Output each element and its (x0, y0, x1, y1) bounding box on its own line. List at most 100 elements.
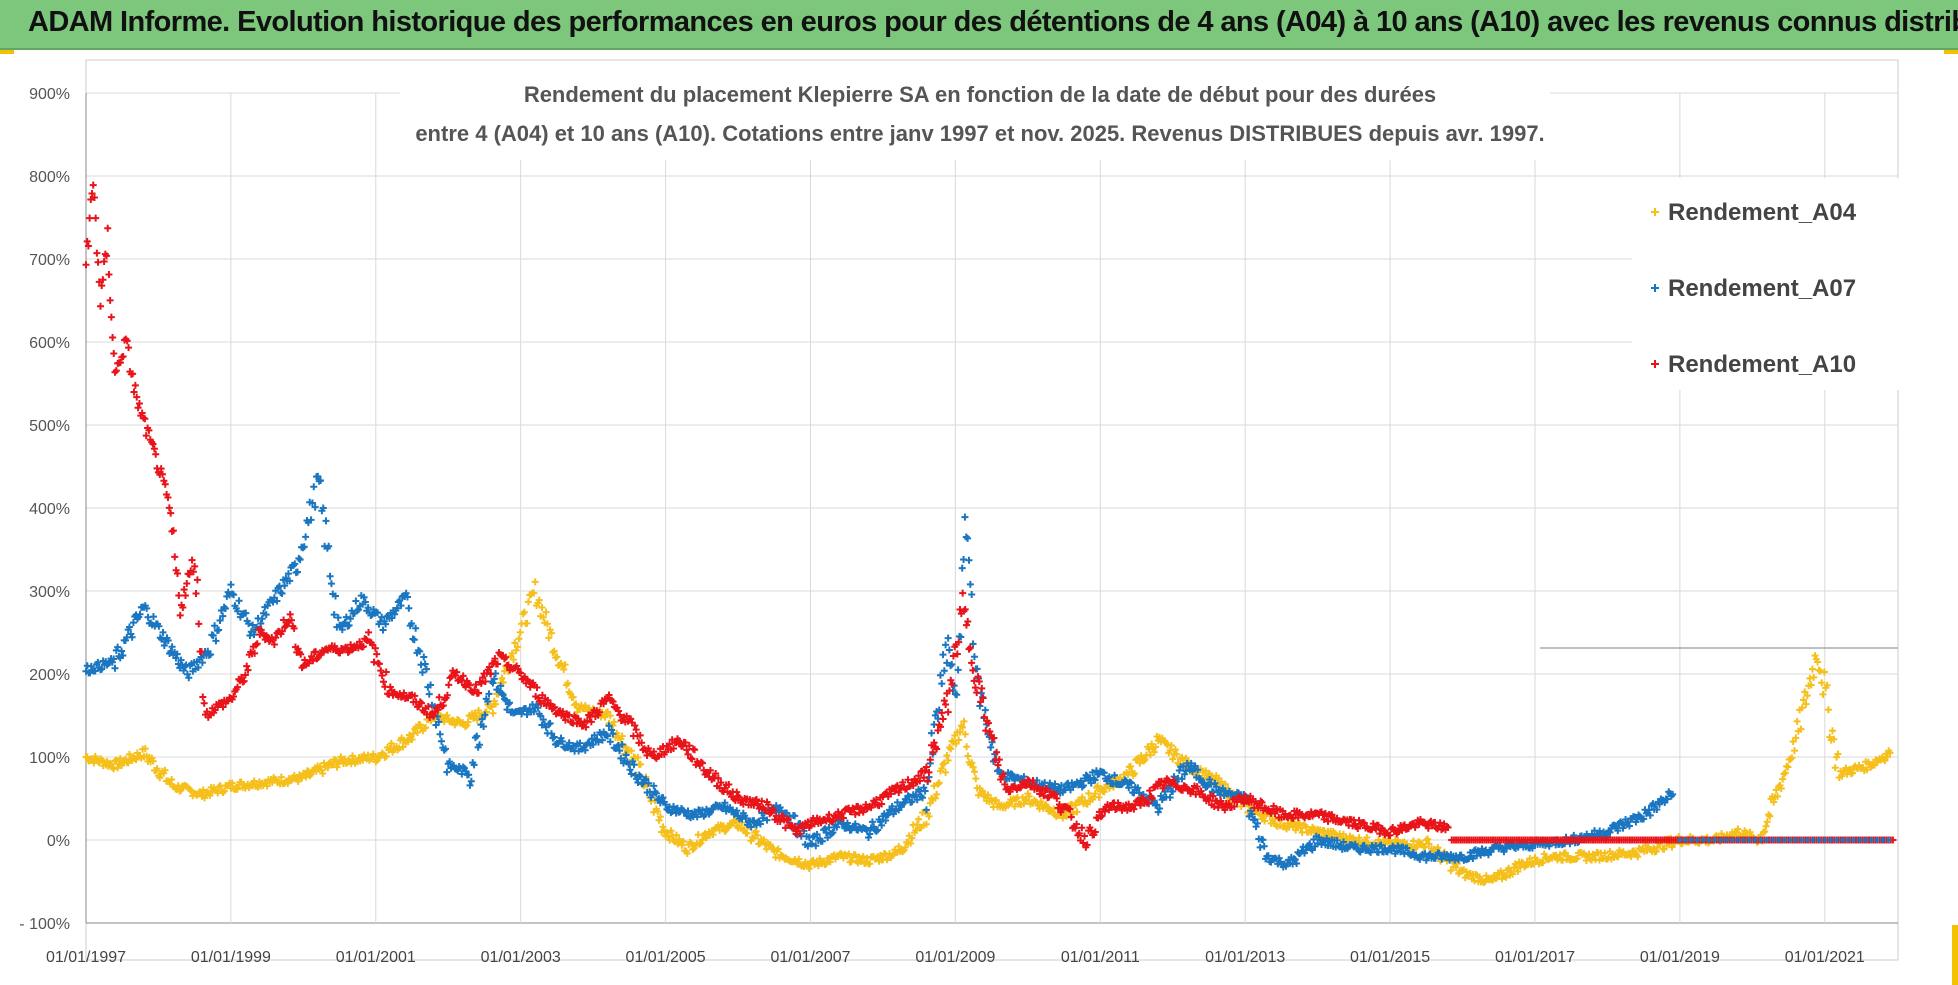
rendement-a07-point (143, 604, 151, 612)
rendement-a04-point (1797, 725, 1805, 733)
rendement-a07-point (1503, 844, 1511, 852)
rendement-a10-point (152, 450, 160, 458)
rendement-a07-point (473, 732, 481, 740)
rendement-a07-point (565, 739, 573, 747)
rendement-a07-point (405, 604, 413, 612)
x-tick-label: 01/01/2021 (1785, 949, 1865, 966)
rendement-a07-point (1206, 775, 1214, 783)
rendement-a04-point (943, 752, 951, 760)
rendement-a04-point (124, 759, 132, 767)
rendement-a07-point (1360, 841, 1368, 849)
rendement-a07-point (1196, 775, 1204, 783)
rendement-a04-point (663, 829, 671, 837)
rendement-a04-point (922, 820, 930, 828)
rendement-a10-point (92, 214, 100, 222)
rendement-a07-point (921, 787, 929, 795)
rendement-a07-point (1260, 842, 1268, 850)
rendement-a07-point (939, 651, 947, 659)
rendement-a07-point (467, 777, 475, 785)
rendement-a10-point (105, 270, 113, 278)
rendement-a04-point (572, 700, 580, 708)
rendement-a04-point (1495, 870, 1503, 878)
x-tick-label: 01/01/2009 (915, 949, 995, 966)
rendement-a07-point (110, 655, 118, 663)
rendement-a07-point (733, 807, 741, 815)
rendement-a07-point (475, 741, 483, 749)
rendement-a04-point (1150, 748, 1158, 756)
rendement-a04-point (760, 836, 768, 844)
rendement-a04-point (1424, 835, 1432, 843)
rendement-a07-point (1090, 775, 1098, 783)
rendement-a07-point (821, 825, 829, 833)
rendement-a07-point (128, 633, 136, 641)
rendement-a04-point (1050, 805, 1058, 813)
rendement-a07-point (1175, 766, 1183, 774)
rendement-a04-point (408, 735, 416, 743)
rendement-a07-point (436, 730, 444, 738)
rendement-a07-point (1663, 795, 1671, 803)
rendement-a07-point (227, 581, 235, 589)
rendement-a04-point (753, 831, 761, 839)
rendement-a04-point (795, 855, 803, 863)
rendement-a07-point (1293, 860, 1301, 868)
rendement-a04-point (907, 839, 915, 847)
rendement-a07-point (345, 621, 353, 629)
rendement-a07-point (1333, 836, 1341, 844)
rendement-a07-point (307, 516, 315, 524)
rendement-a04-point (395, 744, 403, 752)
rendement-a07-point (1528, 844, 1536, 852)
x-tick-label: 01/01/2015 (1350, 949, 1430, 966)
rendement-a07-point (866, 830, 874, 838)
rendement-a10-point (219, 703, 227, 711)
rendement-a07-point (791, 812, 799, 820)
rendement-a04-point (672, 831, 680, 839)
rendement-a10-point (185, 570, 193, 578)
rendement-a07-point (618, 741, 626, 749)
rendement-a07-point (168, 643, 176, 651)
rendement-a10-point (175, 591, 183, 599)
rendement-a07-point (235, 597, 243, 605)
rendement-a07-point (693, 813, 701, 821)
rendement-a04-point (1801, 688, 1809, 696)
rendement-a10-point (141, 415, 149, 423)
rendement-a04-point (956, 728, 964, 736)
rendement-a04-point (161, 766, 169, 774)
rendement-a07-point (756, 820, 764, 828)
rendement-a07-point (382, 620, 390, 628)
rendement-a04-point (1627, 853, 1635, 861)
rendement-a04-point (263, 782, 271, 790)
rendement-a07-point (302, 533, 310, 541)
rendement-a07-point (478, 715, 486, 723)
rendement-a04-point (752, 827, 760, 835)
rendement-a07-point (922, 806, 930, 814)
rendement-a07-point (1091, 776, 1099, 784)
rendement-a07-point (872, 827, 880, 835)
rendement-a04-point (1811, 652, 1819, 660)
rendement-a07-point (1356, 848, 1364, 856)
rendement-a04-point (1425, 840, 1433, 848)
rendement-a07-point (396, 597, 404, 605)
rendement-a04-point (1499, 869, 1507, 877)
rendement-a10-point (157, 465, 165, 473)
rendement-a04-point (961, 730, 969, 738)
rendement-a07-point (523, 710, 531, 718)
chart-title-line-2: entre 4 (A04) et 10 ans (A10). Cotations… (415, 121, 1544, 146)
rendement-a10-point (125, 344, 133, 352)
rendement-a04-point (228, 779, 236, 787)
rendement-a04-point (1141, 756, 1149, 764)
rendement-a07-point (216, 616, 224, 624)
rendement-a07-point (1079, 781, 1087, 789)
rendement-a04-point (1539, 859, 1547, 867)
rendement-a04-point (1514, 868, 1522, 876)
rendement-a04-point (471, 709, 479, 717)
rendement-a04-point (933, 790, 941, 798)
rendement-a04-point (488, 702, 496, 710)
rendement-a04-point (498, 674, 506, 682)
rendement-a04-point (1601, 849, 1609, 857)
rendement-a10-point (103, 252, 111, 260)
rendement-a07-point (420, 653, 428, 661)
rendement-a07-point (264, 602, 272, 610)
rendement-a04-point (530, 589, 538, 597)
rendement-a04-point (604, 708, 612, 716)
rendement-a07-point (1125, 784, 1133, 792)
